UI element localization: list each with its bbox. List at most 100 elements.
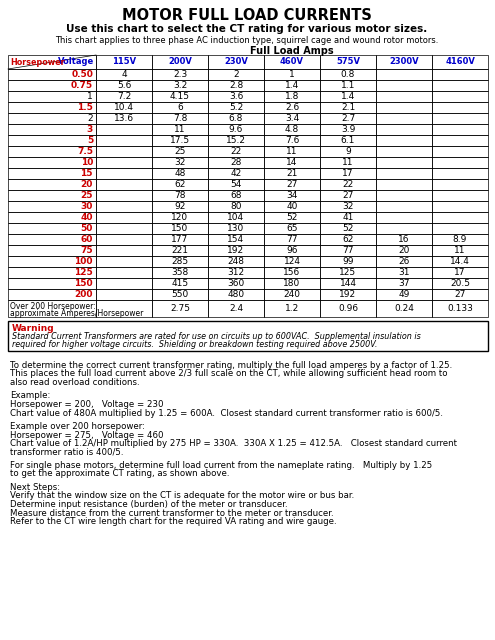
Text: 78: 78 xyxy=(174,191,186,200)
Bar xyxy=(96,245,152,256)
Bar xyxy=(208,289,264,300)
Bar xyxy=(320,256,376,267)
Text: Warning: Warning xyxy=(12,324,54,333)
Bar xyxy=(152,289,208,300)
Bar xyxy=(208,124,264,135)
Bar xyxy=(320,113,376,124)
Bar xyxy=(264,124,320,135)
Text: 1.4: 1.4 xyxy=(341,92,355,101)
Text: 230V: 230V xyxy=(224,58,248,67)
Text: 15.2: 15.2 xyxy=(226,136,246,145)
Text: 2.3: 2.3 xyxy=(173,70,187,79)
Text: 415: 415 xyxy=(171,279,189,288)
Text: 8.9: 8.9 xyxy=(453,235,467,244)
Text: 32: 32 xyxy=(174,158,186,167)
Bar xyxy=(376,300,432,317)
Text: 31: 31 xyxy=(398,268,410,277)
Text: 40: 40 xyxy=(81,213,93,222)
Text: 248: 248 xyxy=(228,257,245,266)
Bar xyxy=(8,234,96,245)
Text: 3.6: 3.6 xyxy=(229,92,243,101)
Bar xyxy=(432,55,488,69)
Text: 54: 54 xyxy=(230,180,242,189)
Text: 28: 28 xyxy=(230,158,242,167)
Bar xyxy=(376,55,432,69)
Text: Verify that the window size on the CT is adequate for the motor wire or bus bar.: Verify that the window size on the CT is… xyxy=(10,492,354,500)
Bar xyxy=(152,300,208,317)
Text: 154: 154 xyxy=(227,235,245,244)
Bar xyxy=(96,69,152,80)
Bar xyxy=(152,267,208,278)
Bar xyxy=(264,179,320,190)
Text: 25: 25 xyxy=(81,191,93,200)
Text: 48: 48 xyxy=(174,169,186,178)
Text: 41: 41 xyxy=(343,213,354,222)
Bar xyxy=(432,201,488,212)
Text: 480: 480 xyxy=(227,290,245,299)
Bar xyxy=(8,289,96,300)
Text: 285: 285 xyxy=(171,257,189,266)
Bar xyxy=(432,300,488,317)
Text: 3.2: 3.2 xyxy=(173,81,187,90)
Text: 22: 22 xyxy=(230,147,242,156)
Text: 11: 11 xyxy=(454,246,466,255)
Bar xyxy=(208,102,264,113)
Bar xyxy=(376,146,432,157)
Bar xyxy=(208,223,264,234)
Bar xyxy=(432,179,488,190)
Text: 20: 20 xyxy=(81,180,93,189)
Text: 65: 65 xyxy=(286,224,298,233)
Text: 77: 77 xyxy=(286,235,298,244)
Bar xyxy=(376,212,432,223)
Text: 21: 21 xyxy=(286,169,297,178)
Bar xyxy=(376,124,432,135)
Bar xyxy=(208,179,264,190)
Text: 0.133: 0.133 xyxy=(447,304,473,313)
Text: 52: 52 xyxy=(343,224,354,233)
Text: 7.6: 7.6 xyxy=(285,136,299,145)
Bar xyxy=(208,146,264,157)
Bar xyxy=(376,69,432,80)
Bar xyxy=(432,245,488,256)
Bar xyxy=(264,102,320,113)
Bar xyxy=(8,321,488,351)
Bar xyxy=(152,234,208,245)
Text: 75: 75 xyxy=(80,246,93,255)
Bar xyxy=(208,190,264,201)
Bar xyxy=(152,80,208,91)
Text: 62: 62 xyxy=(174,180,186,189)
Text: 5: 5 xyxy=(87,136,93,145)
Text: 7.2: 7.2 xyxy=(117,92,131,101)
Bar xyxy=(8,113,96,124)
Text: required for higher voltage circuits.  Shielding or breakdown testing required a: required for higher voltage circuits. Sh… xyxy=(12,340,377,349)
Bar xyxy=(152,168,208,179)
Bar xyxy=(376,113,432,124)
Text: 11: 11 xyxy=(174,125,186,134)
Text: also read overload conditions.: also read overload conditions. xyxy=(10,378,140,387)
Text: 1.4: 1.4 xyxy=(285,81,299,90)
Text: 150: 150 xyxy=(171,224,189,233)
Text: Example over 200 horsepower:: Example over 200 horsepower: xyxy=(10,422,145,431)
Bar xyxy=(8,80,96,91)
Text: 5.2: 5.2 xyxy=(229,103,243,112)
Bar xyxy=(320,300,376,317)
Text: This places the full load current above 2/3 full scale on the CT, while allowing: This places the full load current above … xyxy=(10,369,447,378)
Bar xyxy=(8,223,96,234)
Bar xyxy=(432,212,488,223)
Text: 177: 177 xyxy=(171,235,189,244)
Bar xyxy=(8,256,96,267)
Bar xyxy=(8,146,96,157)
Bar xyxy=(96,55,152,69)
Bar xyxy=(320,124,376,135)
Bar xyxy=(8,201,96,212)
Bar xyxy=(152,102,208,113)
Text: 2.4: 2.4 xyxy=(229,304,243,313)
Text: 1.2: 1.2 xyxy=(285,304,299,313)
Text: MOTOR FULL LOAD CURRENTS: MOTOR FULL LOAD CURRENTS xyxy=(122,8,372,23)
Bar xyxy=(152,256,208,267)
Bar xyxy=(320,55,376,69)
Bar xyxy=(376,168,432,179)
Text: Determine input resistance (burden) of the meter or transducer.: Determine input resistance (burden) of t… xyxy=(10,500,288,509)
Bar xyxy=(432,278,488,289)
Bar xyxy=(320,289,376,300)
